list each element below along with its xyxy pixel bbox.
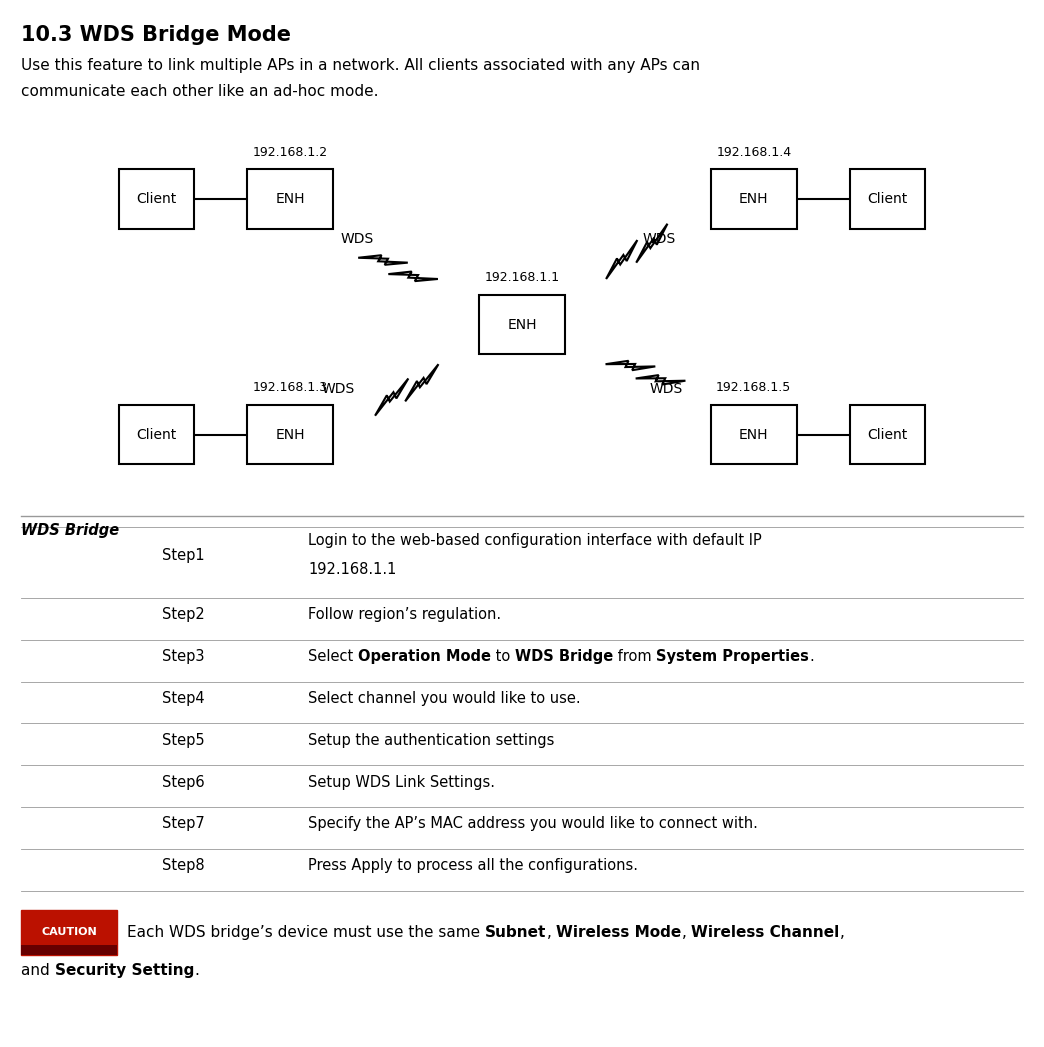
Bar <box>119 169 194 228</box>
Bar <box>247 404 333 465</box>
Text: Client: Client <box>868 427 907 442</box>
Text: Follow region’s regulation.: Follow region’s regulation. <box>308 607 501 622</box>
Bar <box>21 945 117 955</box>
Text: CAUTION: CAUTION <box>41 928 97 937</box>
Text: Wireless Channel: Wireless Channel <box>691 925 839 940</box>
Text: Client: Client <box>137 427 176 442</box>
Text: Step3: Step3 <box>162 649 205 664</box>
Text: ENH: ENH <box>276 192 305 206</box>
Text: WDS Bridge: WDS Bridge <box>515 649 613 664</box>
Text: Setup the authentication settings: Setup the authentication settings <box>308 733 554 748</box>
Text: Select channel you would like to use.: Select channel you would like to use. <box>308 691 580 706</box>
Text: WDS: WDS <box>322 382 355 397</box>
Text: Step6: Step6 <box>162 775 205 789</box>
Text: ENH: ENH <box>739 427 768 442</box>
Text: Wireless Mode: Wireless Mode <box>556 925 682 940</box>
Text: communicate each other like an ad-hoc mode.: communicate each other like an ad-hoc mo… <box>21 84 378 98</box>
Bar <box>119 404 194 465</box>
Text: Step1: Step1 <box>162 548 205 562</box>
Text: Step2: Step2 <box>162 607 205 622</box>
Text: Client: Client <box>137 192 176 206</box>
Bar <box>21 910 117 955</box>
Text: ENH: ENH <box>507 317 537 332</box>
Text: 192.168.1.4: 192.168.1.4 <box>716 146 791 158</box>
Text: System Properties: System Properties <box>657 649 809 664</box>
Text: Press Apply to process all the configurations.: Press Apply to process all the configura… <box>308 859 638 873</box>
Text: Step8: Step8 <box>162 859 205 873</box>
Text: 192.168.1.5: 192.168.1.5 <box>716 381 791 395</box>
Text: ,: , <box>682 925 691 940</box>
Text: WDS: WDS <box>340 231 374 246</box>
Text: Use this feature to link multiple APs in a network. All clients associated with : Use this feature to link multiple APs in… <box>21 58 699 72</box>
Bar <box>247 169 333 228</box>
Text: WDS Bridge: WDS Bridge <box>21 524 119 538</box>
Text: 192.168.1.1: 192.168.1.1 <box>484 271 560 285</box>
Text: ENH: ENH <box>739 192 768 206</box>
Text: to: to <box>491 649 515 664</box>
Text: Security Setting: Security Setting <box>54 962 194 978</box>
Bar <box>711 169 797 228</box>
Text: WDS: WDS <box>642 231 675 246</box>
Text: 192.168.1.2: 192.168.1.2 <box>253 146 328 158</box>
Text: 192.168.1.3: 192.168.1.3 <box>253 381 328 395</box>
Text: Select: Select <box>308 649 358 664</box>
Text: Step7: Step7 <box>162 817 205 831</box>
Bar <box>850 404 925 465</box>
Text: and: and <box>21 962 54 978</box>
Text: ,: , <box>547 925 556 940</box>
Text: WDS: WDS <box>649 382 683 397</box>
Text: Operation Mode: Operation Mode <box>358 649 491 664</box>
Text: Client: Client <box>868 192 907 206</box>
Text: ,: , <box>839 925 845 940</box>
Text: 192.168.1.1: 192.168.1.1 <box>308 562 397 577</box>
Text: .: . <box>194 962 198 978</box>
Bar <box>711 404 797 465</box>
Text: ENH: ENH <box>276 427 305 442</box>
Text: Subnet: Subnet <box>485 925 547 940</box>
Text: 10.3 WDS Bridge Mode: 10.3 WDS Bridge Mode <box>21 25 291 45</box>
Text: Setup WDS Link Settings.: Setup WDS Link Settings. <box>308 775 495 789</box>
Text: .: . <box>809 649 814 664</box>
Text: Step5: Step5 <box>162 733 205 748</box>
Text: Specify the AP’s MAC address you would like to connect with.: Specify the AP’s MAC address you would l… <box>308 817 758 831</box>
Text: Each WDS bridge’s device must use the same: Each WDS bridge’s device must use the sa… <box>127 925 485 940</box>
Bar <box>850 169 925 228</box>
Bar <box>479 295 565 354</box>
Text: from: from <box>613 649 657 664</box>
Text: Step4: Step4 <box>162 691 205 706</box>
Text: Login to the web-based configuration interface with default IP: Login to the web-based configuration int… <box>308 533 762 549</box>
